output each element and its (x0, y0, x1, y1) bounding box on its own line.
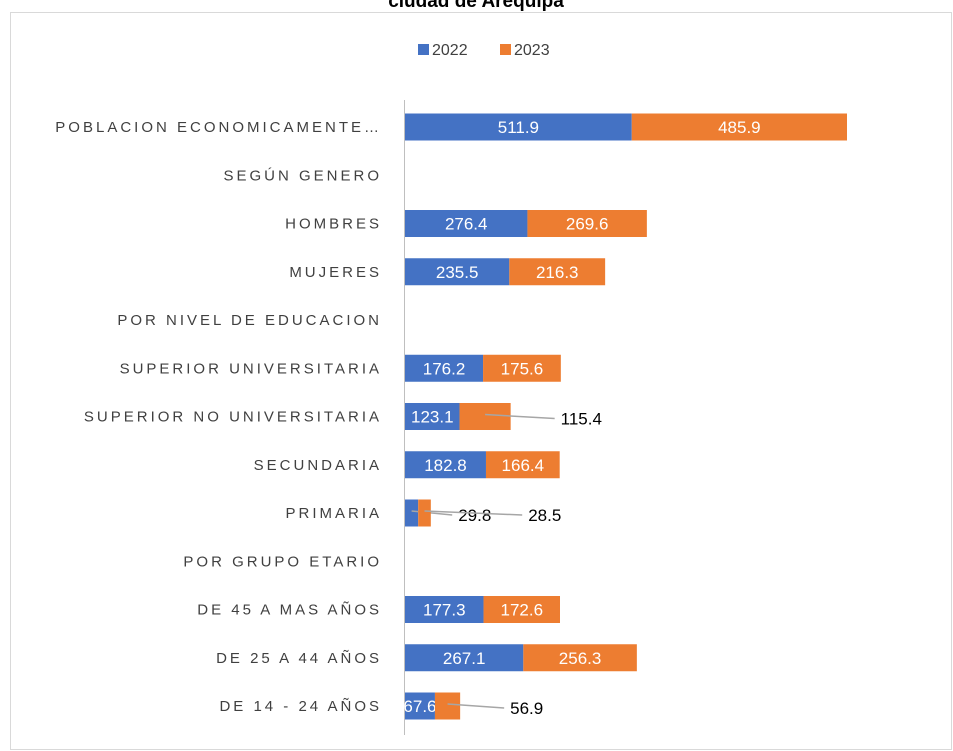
data-label: 256.3 (559, 649, 602, 668)
data-label: 56.9 (510, 699, 543, 718)
bar-segment (434, 692, 461, 720)
bar-segment (483, 354, 561, 382)
data-label: 172.6 (500, 601, 543, 620)
data-label: 269.6 (566, 215, 609, 234)
data-label: 28.5 (528, 506, 561, 525)
data-label: 29.8 (458, 506, 491, 525)
category-label: DE 14 - 24 AÑOS (219, 698, 382, 715)
bar-segment (405, 644, 524, 672)
bar-segment (405, 403, 460, 430)
category-label: MUJERES (289, 264, 382, 281)
bar-segment (527, 210, 647, 237)
data-label: 235.5 (436, 263, 479, 282)
bar-segment (405, 210, 528, 237)
category-label: DE 45 A MAS AÑOS (197, 602, 382, 619)
data-label: 511.9 (498, 118, 539, 137)
leader-line (485, 413, 555, 420)
data-label: 276.4 (445, 215, 488, 234)
category-label: POR NIVEL DE EDUCACION (117, 312, 382, 329)
bar-segment (418, 499, 431, 527)
bar-segment (405, 596, 484, 623)
data-label: 115.4 (561, 410, 602, 429)
data-label: 67.6 (403, 697, 436, 716)
legend-swatch (500, 44, 511, 55)
data-label: 176.2 (423, 359, 466, 378)
leader-line (424, 510, 523, 516)
legend-label: 2023 (514, 42, 550, 59)
category-label: SEGÚN GENERO (223, 167, 382, 184)
bar-segment (523, 644, 637, 672)
bar-segment (631, 113, 847, 141)
category-label: DE 25 A 44 AÑOS (216, 650, 382, 667)
data-label: 166.4 (502, 456, 545, 475)
bar-segment (459, 403, 511, 430)
bar-segment (405, 354, 484, 382)
category-label: POBLACION ECONOMICAMENTE… (55, 119, 382, 136)
category-label: HOMBRES (285, 216, 382, 233)
chart-title: ciudad de Arequipa (388, 0, 564, 12)
data-label: 123.1 (411, 408, 454, 427)
data-label: 177.3 (423, 601, 466, 620)
legend-label: 2022 (432, 42, 468, 59)
category-label: POR GRUPO ETARIO (183, 553, 382, 570)
category-label: SUPERIOR UNIVERSITARIA (120, 360, 382, 377)
bar-segment (405, 258, 510, 286)
data-label: 485.9 (718, 118, 761, 137)
bar-segment (405, 692, 435, 720)
category-label: SUPERIOR NO UNIVERSITARIA (84, 409, 382, 426)
category-label: PRIMARIA (285, 505, 382, 522)
bar-segment (485, 451, 560, 479)
category-label: SECUNDARIA (254, 457, 382, 474)
data-label: 216.3 (536, 263, 579, 282)
data-label: 175.6 (501, 359, 544, 378)
legend-swatch (418, 44, 429, 55)
data-label: 182.8 (424, 456, 467, 475)
bar-segment (405, 451, 486, 479)
bar-segment (405, 499, 419, 527)
bar-segment (509, 258, 606, 286)
bar-segment (405, 113, 632, 141)
data-label: 267.1 (443, 649, 486, 668)
bar-segment (483, 596, 560, 623)
leader-line (447, 703, 505, 709)
